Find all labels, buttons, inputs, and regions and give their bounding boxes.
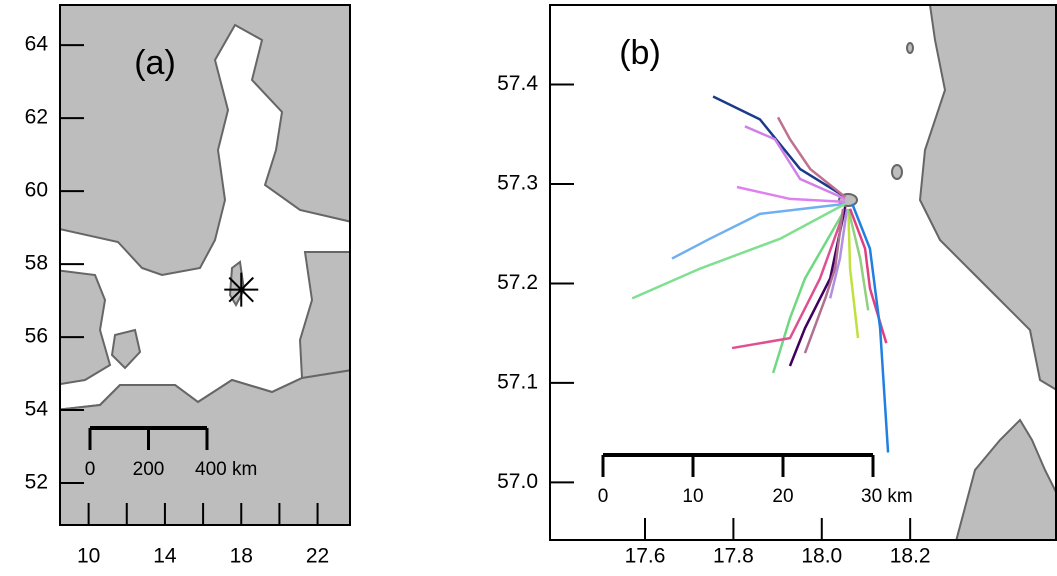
y-tick-label: 56 [25, 325, 48, 348]
coast-east [918, 5, 1056, 391]
map-a-land [60, 5, 350, 525]
drift-track [712, 95, 846, 198]
south-coast [60, 369, 350, 525]
drift-track [771, 208, 847, 374]
y-tick-label: 57.1 [497, 370, 538, 393]
site-marker [224, 272, 259, 307]
drift-track [828, 208, 849, 299]
map-b-land [838, 5, 1056, 540]
scale-bar-label: 30 km [861, 486, 913, 507]
y-tick-label: 57.4 [497, 72, 538, 95]
drift-track [847, 208, 860, 339]
x-tick-label: 18.0 [801, 545, 842, 568]
drift-track [851, 203, 890, 453]
y-tick-label: 54 [25, 398, 49, 421]
y-tick-label: 62 [25, 106, 48, 129]
y-tick-label: 58 [25, 252, 48, 275]
drift-track [731, 208, 847, 350]
y-tick-label: 52 [25, 471, 48, 494]
islet [891, 164, 903, 180]
drift-track [744, 125, 846, 201]
x-tick-label: 10 [77, 545, 100, 568]
y-tick-label: 57.2 [497, 271, 538, 294]
drift-track [803, 208, 845, 354]
panel-label: (a) [134, 44, 176, 82]
drift-track [671, 202, 846, 260]
islet [906, 42, 914, 54]
scale-bar-label: 0 [85, 459, 96, 480]
scale-bar-label: 400 km [195, 459, 257, 480]
map-b-frame [549, 4, 1057, 541]
y-tick-label: 64 [25, 33, 49, 56]
coast-southeast [955, 418, 1056, 540]
drift-track [631, 202, 846, 300]
y-tick-label: 57.0 [497, 470, 538, 493]
drift-track [736, 185, 846, 204]
drift-track [847, 208, 870, 311]
scale-bar-label: 200 [133, 459, 165, 480]
x-tick-label: 17.6 [625, 545, 666, 568]
y-tick-label: 57.3 [497, 172, 538, 195]
scale-bar-label: 20 [772, 486, 793, 507]
panel-label: (b) [619, 34, 661, 72]
drift-track [776, 116, 846, 198]
x-tick-label: 18.2 [890, 545, 931, 568]
x-tick-label: 14 [153, 545, 177, 568]
scale-bar-label: 10 [682, 486, 703, 507]
scale-bar-label: 0 [598, 486, 609, 507]
x-tick-label: 17.8 [713, 545, 754, 568]
danish-isles [110, 328, 142, 370]
y-tick-label: 60 [25, 179, 48, 202]
x-tick-label: 18 [230, 545, 253, 568]
x-tick-label: 22 [306, 545, 329, 568]
jutland [60, 269, 112, 386]
